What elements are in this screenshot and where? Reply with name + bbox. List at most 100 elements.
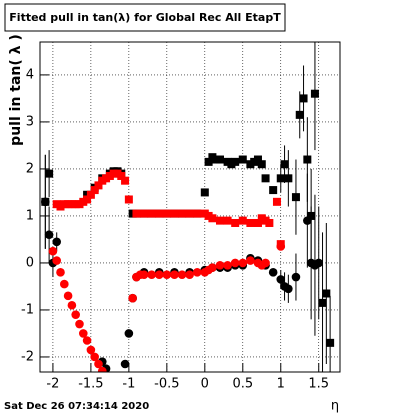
point [94,181,103,190]
y-tick-label: 3 [26,114,34,129]
point [75,319,84,329]
point [154,270,164,279]
point [238,216,247,225]
point [231,218,240,227]
frame [39,41,341,373]
point [155,209,164,218]
point [78,329,88,338]
y-tick-label: 1 [26,208,34,223]
point [128,293,137,303]
point [238,155,247,164]
point [291,193,300,202]
y-tick-label: 2 [26,161,34,176]
point [314,258,324,268]
point [253,155,262,164]
point [94,359,103,369]
point [299,94,308,103]
point [295,110,304,119]
point [230,258,240,268]
point [139,270,149,279]
point [246,218,255,227]
x-tick-label: -0.5 [154,377,179,392]
point [303,155,312,164]
point [82,336,92,345]
point [276,242,286,251]
title-box [4,3,286,32]
footer: Sat Dec 26 07:34:14 2020 [4,401,149,412]
point [86,345,96,355]
point [318,298,327,307]
point [124,329,134,338]
point [223,260,232,270]
plot-area [40,42,340,372]
point [124,195,133,204]
point [257,160,266,169]
point [223,216,232,225]
point [204,157,213,166]
point [132,209,141,218]
point [253,218,262,227]
point [216,216,224,225]
point [162,270,172,279]
point [322,289,331,298]
point [117,171,126,180]
point [310,89,319,98]
chart-title: Fitted pull in tan(λ) for Global Rec All… [9,11,281,24]
point [162,209,171,218]
point [97,366,107,372]
point [246,256,255,265]
point [265,218,274,227]
y-tick-label: 4 [26,67,34,82]
point [120,359,130,369]
point [86,190,95,199]
point [52,237,62,247]
point [238,258,248,268]
point [284,174,293,183]
point [192,268,202,277]
point [193,209,202,218]
point [185,209,194,218]
markers [41,42,335,372]
point [60,279,69,289]
point [326,338,335,347]
point [45,169,54,178]
point [276,174,285,183]
point [208,214,217,223]
point [67,300,77,310]
point [170,270,179,279]
point [208,263,217,272]
point [216,155,224,164]
point [269,186,278,195]
point [147,209,156,218]
point [90,186,99,195]
x-tick-label: 0.5 [232,377,253,392]
point [200,188,209,197]
point [83,195,92,204]
x-tick-label: -1 [122,377,135,392]
point [276,275,286,284]
point [90,352,99,362]
point [261,258,270,268]
point [215,260,225,270]
point [140,209,149,218]
point [44,230,54,240]
point [272,197,281,206]
point [303,216,312,225]
point [280,160,289,169]
point [284,284,293,294]
y-tick-label: 0 [26,255,34,270]
x-tick-label: 1 [277,377,285,392]
point [63,291,73,301]
point [48,246,58,256]
point [147,270,156,279]
x-tick-label: -1.5 [78,377,103,392]
point [71,310,80,319]
point [261,174,270,183]
y-axis-label: pull in tan( λ ) [8,34,24,146]
point [291,272,301,282]
x-axis-label: η [331,399,339,414]
point [56,268,65,277]
point [41,197,50,207]
y-tick-label: -2 [21,349,34,364]
